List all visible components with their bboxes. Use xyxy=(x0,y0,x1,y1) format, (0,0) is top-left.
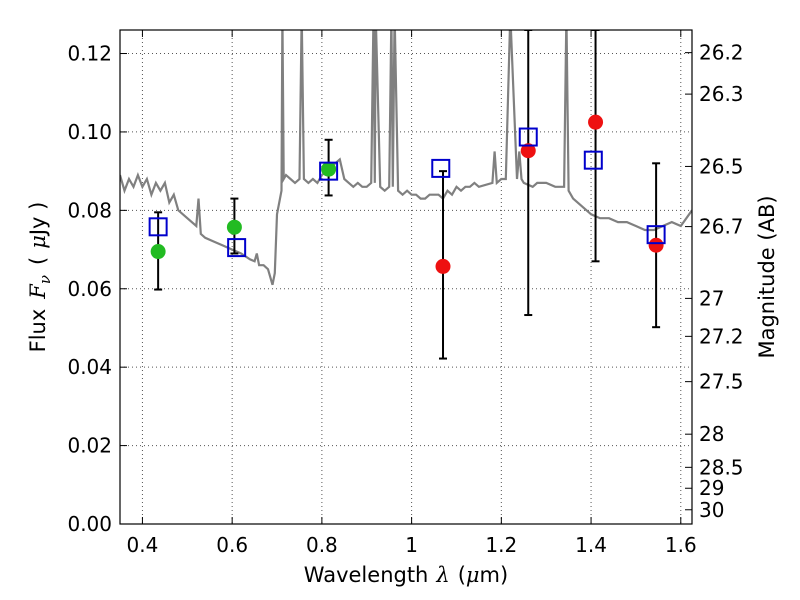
observed-point xyxy=(588,114,604,130)
x-axis-unit-open: ( xyxy=(458,563,466,587)
x-axis-ticks: 0.4 0.6 0.8 1 1.2 1.4 1.6 xyxy=(127,30,697,557)
x-axis-unit-rest: m) xyxy=(480,563,509,587)
template-spectrum-line xyxy=(120,30,692,286)
observed-point xyxy=(648,237,664,253)
model-point xyxy=(646,225,666,245)
y-tick-label: 0.06 xyxy=(67,277,112,301)
observed-point xyxy=(520,143,536,159)
y-axis-symbol: F xyxy=(26,283,50,300)
y-axis-unit-mu: μ xyxy=(26,235,50,249)
observed-points xyxy=(435,114,664,274)
y-tick-label: 0.10 xyxy=(67,120,112,144)
detected-points xyxy=(150,161,337,260)
y-tick-label: 0.02 xyxy=(67,434,112,458)
y-tick-label: 0.00 xyxy=(67,512,112,536)
detected-point xyxy=(150,244,166,260)
model-point xyxy=(431,158,451,178)
y2-axis-label: Magnitude (AB) xyxy=(755,195,779,358)
y2-tick-label: 27.5 xyxy=(699,370,744,394)
detected-point xyxy=(321,161,337,177)
model-point xyxy=(319,161,339,181)
y2-tick-label: 28 xyxy=(699,422,724,446)
x-axis-unit-mu: μ xyxy=(466,563,480,587)
y2-tick-label: 26.7 xyxy=(699,215,744,239)
model-points xyxy=(148,127,666,258)
plot-frame xyxy=(119,29,693,525)
x-tick-label: 0.8 xyxy=(306,533,338,557)
x-tick-label: 1.6 xyxy=(665,533,697,557)
x-tick-label: 1.2 xyxy=(485,533,517,557)
model-point xyxy=(227,238,247,258)
y-tick-label: 0.04 xyxy=(67,355,112,379)
y-tick-label: 0.08 xyxy=(67,198,112,222)
model-point xyxy=(583,150,603,170)
observed-point xyxy=(435,258,451,274)
y2-tick-label: 26.2 xyxy=(699,41,744,65)
x-tick-label: 1 xyxy=(405,533,418,557)
model-point xyxy=(148,217,168,237)
y-axis-unit-rest: Jy ) xyxy=(26,202,50,238)
x-tick-label: 0.4 xyxy=(127,533,159,557)
y2-tick-label: 28.5 xyxy=(699,455,744,479)
x-axis-label-text: Wavelength xyxy=(304,563,429,587)
y2-tick-label: 29 xyxy=(699,476,724,500)
y-axis-label-text: Flux xyxy=(26,309,50,353)
y2-tick-label: 30 xyxy=(699,498,724,522)
x-axis-label: Wavelength λ (μm) xyxy=(304,563,508,587)
model-point xyxy=(518,127,538,147)
y2-tick-label: 26.3 xyxy=(699,82,744,106)
y-axis-subscript: ν xyxy=(36,275,54,284)
y-tick-label: 0.12 xyxy=(67,42,112,66)
y-axis-ticks: 0.00 0.02 0.04 0.06 0.08 0.10 0.12 xyxy=(67,42,127,536)
y2-tick-label: 27.2 xyxy=(699,324,744,348)
detected-point xyxy=(226,219,242,235)
y-axis-unit-open: ( xyxy=(26,257,50,265)
x-tick-label: 1.4 xyxy=(575,533,607,557)
x-tick-label: 0.6 xyxy=(216,533,248,557)
x-axis-symbol: λ xyxy=(435,563,449,587)
y-axis-label: Flux Fν ( μJy ) xyxy=(26,202,54,353)
plot-background xyxy=(120,30,692,524)
y2-tick-label: 26.5 xyxy=(699,154,744,178)
y2-tick-label: 27 xyxy=(699,286,724,310)
